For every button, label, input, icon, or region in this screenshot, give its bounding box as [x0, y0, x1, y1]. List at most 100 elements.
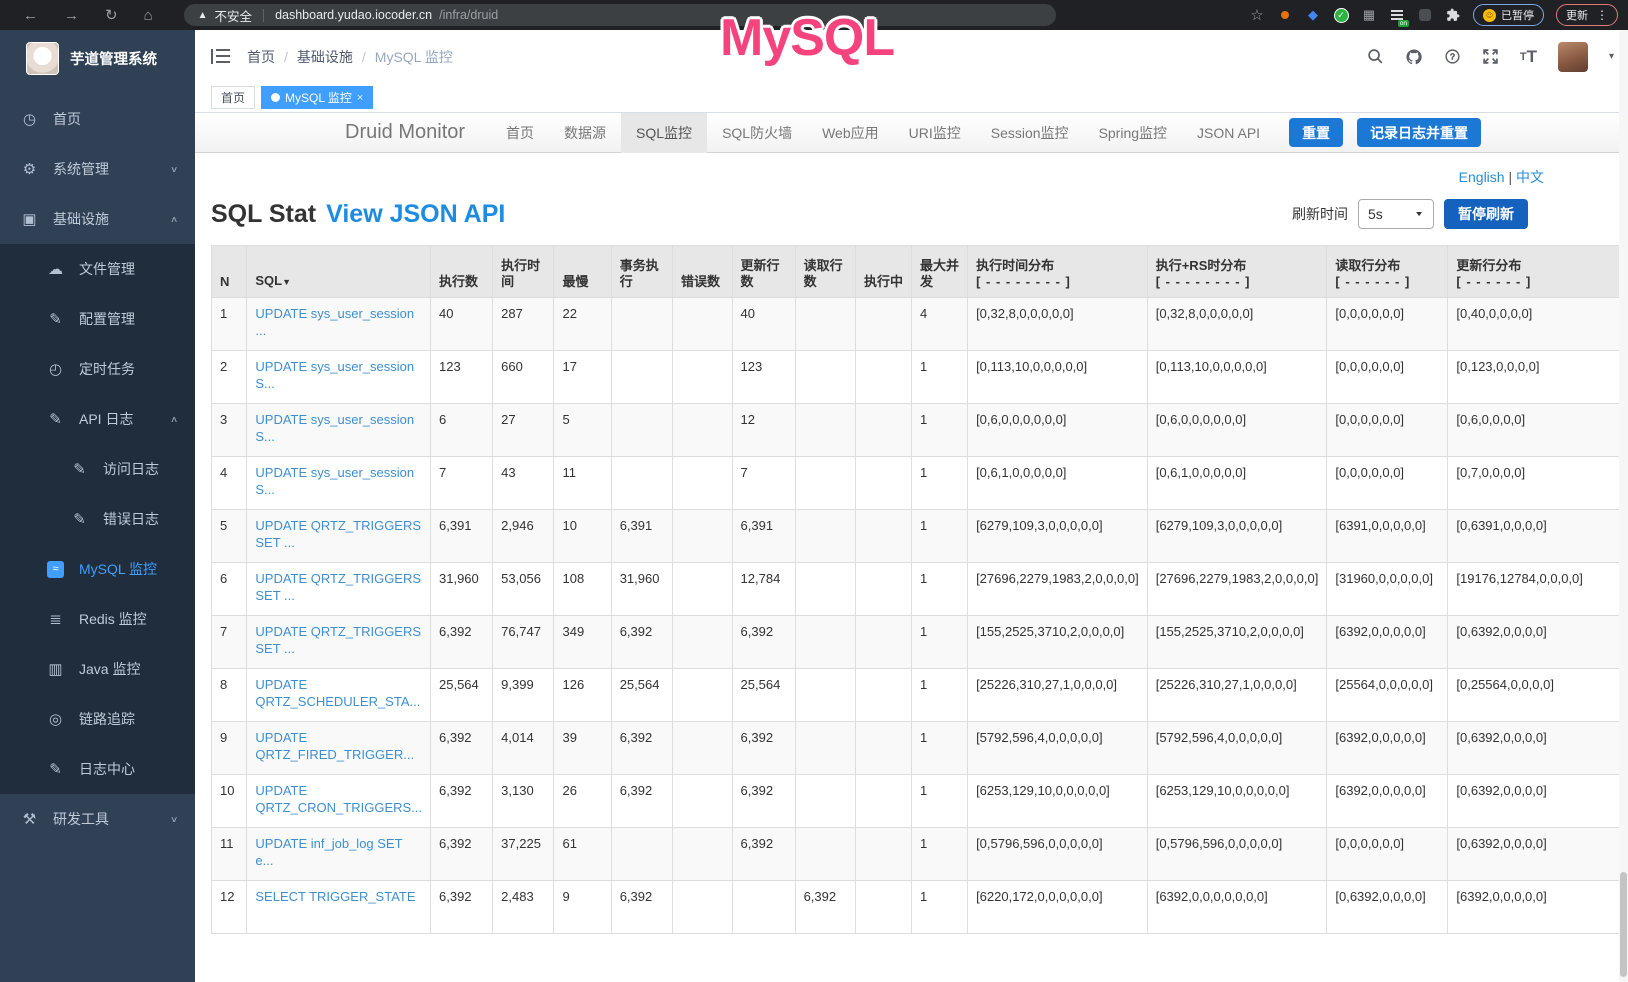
- extension-dark-icon[interactable]: [1417, 7, 1433, 23]
- tag-item[interactable]: 首页: [211, 86, 256, 109]
- sql-link[interactable]: UPDATE sys_user_session S...: [255, 412, 415, 444]
- sql-link[interactable]: UPDATE sys_user_session ...: [255, 306, 415, 338]
- cell-update-row-dist: [0,7,0,0,0,0]: [1447, 456, 1628, 510]
- tag-close-icon[interactable]: ×: [356, 91, 364, 104]
- reset-button[interactable]: 重置: [1289, 118, 1344, 147]
- sidebar-item-mysql-monitor[interactable]: ≈ MySQL 监控: [0, 544, 195, 594]
- help-icon[interactable]: ?: [1444, 48, 1461, 65]
- cell-fetch-row-dist: [0,0,0,0,0,0]: [1326, 403, 1449, 457]
- sidebar-item-config-management[interactable]: ✎ 配置管理: [0, 294, 195, 344]
- cell-exec-rs-dist: [0,32,8,0,0,0,0,0]: [1146, 297, 1328, 351]
- user-menu-caret-icon[interactable]: ▾: [1608, 51, 1614, 62]
- extensions-puzzle-icon[interactable]: [1445, 7, 1461, 23]
- druid-nav-uri-monitor[interactable]: URI监控: [908, 124, 961, 141]
- refresh-interval-select[interactable]: 5s ▼: [1358, 199, 1434, 229]
- sidebar-item-java-monitor[interactable]: ▥ Java 监控: [0, 644, 195, 694]
- druid-nav-sql-firewall[interactable]: SQL防火墙: [722, 124, 793, 141]
- github-icon[interactable]: [1405, 48, 1423, 66]
- druid-nav-spring-monitor[interactable]: Spring监控: [1098, 124, 1168, 141]
- sql-link[interactable]: SELECT TRIGGER_STATE: [255, 889, 416, 904]
- view-json-api-link[interactable]: View JSON API: [326, 199, 506, 228]
- reload-icon[interactable]: ↻: [105, 7, 118, 24]
- extension-green-icon[interactable]: ✓: [1333, 7, 1349, 23]
- sql-link[interactable]: UPDATE sys_user_session S...: [255, 359, 415, 391]
- fullscreen-icon[interactable]: [1482, 48, 1499, 65]
- sql-link[interactable]: UPDATE QRTZ_TRIGGERS SET ...: [255, 624, 422, 656]
- sql-link[interactable]: UPDATE QRTZ_TRIGGERS SET ...: [255, 571, 422, 603]
- sidebar-item-log-center[interactable]: ✎ 日志中心: [0, 744, 195, 794]
- table-row: 12 SELECT TRIGGER_STATE 6,392 2,483 9 6,392 6,…: [210, 880, 1628, 934]
- lang-english-link[interactable]: English: [1458, 169, 1505, 185]
- sidebar-item-api-logs[interactable]: ✎ API 日志 ∧: [0, 394, 195, 444]
- sidebar-item-file-management[interactable]: ☁ 文件管理: [0, 244, 195, 294]
- cell-tx-exec: [610, 297, 674, 351]
- forward-icon[interactable]: →: [64, 6, 79, 24]
- col-header-fetch-row-dist[interactable]: 读取行分布[ - - - - - - ]: [1326, 245, 1449, 298]
- col-header-error-count[interactable]: 错误数: [672, 245, 733, 298]
- col-header-tx-exec[interactable]: 事务执行: [610, 245, 674, 298]
- col-header-label: 事务执行: [619, 258, 659, 289]
- sidebar-logo-row[interactable]: 芋道管理系统: [0, 30, 195, 86]
- cell-exec-time-dist: [155,2525,3710,2,0,0,0,0]: [967, 615, 1148, 669]
- druid-nav-datasource[interactable]: 数据源: [564, 124, 607, 141]
- sidebar-item-scheduled-tasks[interactable]: ◴ 定时任务: [0, 344, 195, 394]
- extension-list-icon[interactable]: on: [1389, 7, 1409, 27]
- sidebar-item-home[interactable]: ◷ 首页: [0, 94, 195, 144]
- col-header-running[interactable]: 执行中: [854, 245, 913, 298]
- col-header-slowest[interactable]: 最慢: [553, 245, 612, 298]
- druid-nav-json-api[interactable]: JSON API: [1197, 124, 1261, 141]
- page-scrollbar[interactable]: [1619, 30, 1628, 982]
- lang-chinese-link[interactable]: 中文: [1516, 169, 1544, 185]
- search-icon[interactable]: [1367, 48, 1384, 65]
- extension-grid-icon[interactable]: ▦: [1362, 7, 1376, 22]
- extension-kite-icon[interactable]: ◆: [1308, 7, 1318, 22]
- sidebar-item-system-management[interactable]: ⚙ 系统管理 ∨: [0, 144, 195, 194]
- sidebar-item-error-log[interactable]: ✎ 错误日志: [0, 494, 195, 544]
- home-icon[interactable]: ⌂: [143, 6, 153, 24]
- col-header-exec-rs-dist[interactable]: 执行+RS时分布[ - - - - - - - - ]: [1146, 245, 1328, 298]
- back-icon[interactable]: ←: [23, 6, 38, 24]
- sql-link[interactable]: UPDATE QRTZ_SCHEDULER_STA...: [255, 677, 421, 709]
- sidebar-item-dev-tools[interactable]: ⚒ 研发工具 ∨: [0, 794, 195, 844]
- col-header-exec-time[interactable]: 执行时间: [492, 245, 555, 298]
- cell-running: [854, 509, 913, 563]
- sidebar-item-redis-monitor[interactable]: ≣ Redis 监控: [0, 594, 195, 644]
- pause-refresh-button[interactable]: 暂停刷新: [1444, 199, 1528, 229]
- col-header-exec-time-dist[interactable]: 执行时间分布[ - - - - - - - - ]: [967, 245, 1148, 298]
- sql-link[interactable]: UPDATE QRTZ_FIRED_TRIGGER...: [255, 730, 415, 762]
- col-header-update-rows[interactable]: 更新行数: [731, 245, 796, 298]
- druid-brand[interactable]: Druid Monitor: [345, 121, 466, 143]
- druid-nav-sql-monitor[interactable]: SQL监控: [621, 113, 708, 153]
- sidebar-item-tracing[interactable]: ◎ 链路追踪: [0, 694, 195, 744]
- breadcrumb-item[interactable]: 基础设施: [296, 48, 353, 65]
- log-and-reset-button[interactable]: 记录日志并重置: [1357, 118, 1482, 147]
- sql-link[interactable]: UPDATE QRTZ_TRIGGERS SET ...: [255, 518, 422, 550]
- col-header-fetch-rows[interactable]: 读取行数: [794, 245, 856, 298]
- col-header-max-concurrent[interactable]: 最大并发: [910, 245, 969, 298]
- bookmark-star-icon[interactable]: ☆: [1250, 7, 1264, 24]
- druid-nav-home[interactable]: 首页: [506, 124, 535, 141]
- profile-paused-badge[interactable]: ☺ 已暂停: [1473, 4, 1544, 26]
- sql-link[interactable]: UPDATE sys_user_session S...: [255, 465, 415, 497]
- col-header-n[interactable]: N: [210, 245, 248, 298]
- scrollbar-thumb[interactable]: [1620, 872, 1627, 977]
- browser-update-button[interactable]: 更新 ⋮: [1556, 4, 1618, 26]
- breadcrumb-item[interactable]: 首页: [247, 48, 275, 65]
- cell-exec-count: 123: [429, 350, 494, 404]
- druid-nav-session-monitor[interactable]: Session监控: [990, 124, 1069, 141]
- browser-menu-icon[interactable]: ⋮: [1596, 8, 1608, 22]
- sidebar-item-infrastructure[interactable]: ▣ 基础设施 ∧: [0, 194, 195, 244]
- sql-link[interactable]: UPDATE QRTZ_CRON_TRIGGERS...: [255, 783, 423, 815]
- sidebar-item-access-log[interactable]: ✎ 访问日志: [0, 444, 195, 494]
- druid-nav-web-app[interactable]: Web应用: [822, 124, 879, 141]
- address-bar[interactable]: ▲ 不安全 dashboard.yudao.iocoder.cn/infra/d…: [183, 4, 1056, 26]
- col-header-update-row-dist[interactable]: 更新行分布[ - - - - - - ]: [1447, 245, 1628, 298]
- sql-link[interactable]: UPDATE inf_job_log SET e...: [255, 836, 403, 868]
- col-header-sql[interactable]: SQL▼: [246, 245, 431, 298]
- user-avatar[interactable]: [1557, 41, 1588, 72]
- col-header-exec-count[interactable]: 执行数: [429, 245, 494, 298]
- tag-active[interactable]: MySQL 监控 ×: [261, 86, 374, 109]
- sidebar-collapse-icon[interactable]: [211, 49, 230, 64]
- extension-orange-icon[interactable]: [1277, 7, 1293, 23]
